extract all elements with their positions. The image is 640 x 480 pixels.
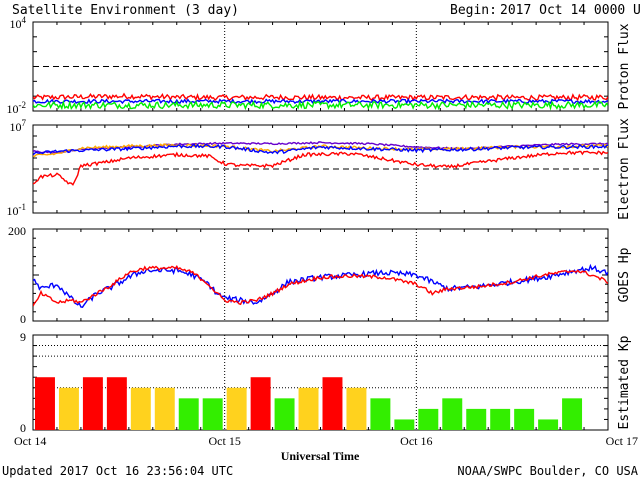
kp-bar: [514, 408, 535, 430]
kp-bar: [178, 398, 199, 430]
kp-bar: [490, 408, 511, 430]
x-tick-label: Oct 17: [606, 434, 638, 448]
updated-timestamp: Updated 2017 Oct 16 23:56:04 UTC: [2, 464, 233, 478]
blue-series-line: [33, 143, 608, 156]
kp-bar: [538, 419, 559, 430]
kp-bar: [562, 398, 583, 430]
x-axis-title: Universal Time: [281, 449, 360, 463]
kp-bar: [322, 377, 343, 430]
red-series-line: [33, 92, 608, 102]
x-axis: Oct 14 Oct 15 Oct 16 Oct 17: [14, 434, 638, 448]
panel-ylabel: GOES Hp: [617, 247, 632, 302]
panel-frame: [32, 124, 609, 214]
panel-ylabel: Electron Flux: [617, 118, 632, 220]
kp-bar: [418, 408, 439, 430]
kp-bar: [154, 387, 175, 430]
kp-bar: [466, 408, 487, 430]
kp-bar: [58, 387, 79, 430]
panel-ylabel: Estimated Kp: [617, 335, 632, 429]
panel-ylabel: Proton Flux: [617, 23, 632, 109]
kp-bar: [202, 398, 223, 430]
kp-bar: [106, 377, 127, 430]
kp-bar: [250, 377, 271, 430]
goes-hp-panel: 200 0 GOES Hp: [8, 224, 632, 326]
chart-title: Satellite Environment (3 day): [12, 3, 239, 18]
x-tick-label: Oct 14: [14, 434, 46, 448]
x-tick-label: Oct 16: [400, 434, 432, 448]
begin-value: 2017 Oct 14 0000 UTC: [500, 3, 640, 18]
proton-flux-panel: 104 10-2 Proton Flux: [7, 15, 633, 116]
kp-bar: [82, 377, 103, 430]
electron-flux-panel: 107 10-1 Electron Flux: [7, 118, 633, 220]
blue-series-line: [33, 97, 608, 105]
kp-bar: [370, 398, 391, 430]
green-series-line: [33, 99, 608, 111]
kp-bar: [298, 387, 319, 430]
red-series-line: [33, 264, 608, 307]
kp-bar: [442, 398, 463, 430]
kp-bar: [35, 377, 55, 430]
y-tick-label: 107: [10, 118, 27, 134]
y-tick-label: 10-2: [7, 100, 27, 116]
estimated-kp-panel: 9 0 Estimated Kp: [20, 330, 632, 435]
y-tick-label: 0: [20, 312, 26, 326]
y-tick-label: 200: [8, 224, 26, 238]
y-tick-label: 10-1: [7, 202, 27, 218]
y-tick-label: 104: [10, 15, 27, 31]
blue-series-line: [33, 263, 608, 308]
kp-bar: [394, 419, 415, 430]
y-tick-label: 0: [20, 421, 26, 435]
kp-bar: [274, 398, 295, 430]
x-tick-label: Oct 15: [209, 434, 241, 448]
kp-bar: [226, 387, 247, 430]
kp-bar: [130, 387, 151, 430]
y-tick-label: 9: [20, 330, 26, 344]
red-series-line: [33, 150, 608, 186]
begin-label: Begin:: [450, 3, 497, 18]
kp-bar: [346, 387, 367, 430]
credit: NOAA/SWPC Boulder, CO USA: [457, 464, 638, 478]
